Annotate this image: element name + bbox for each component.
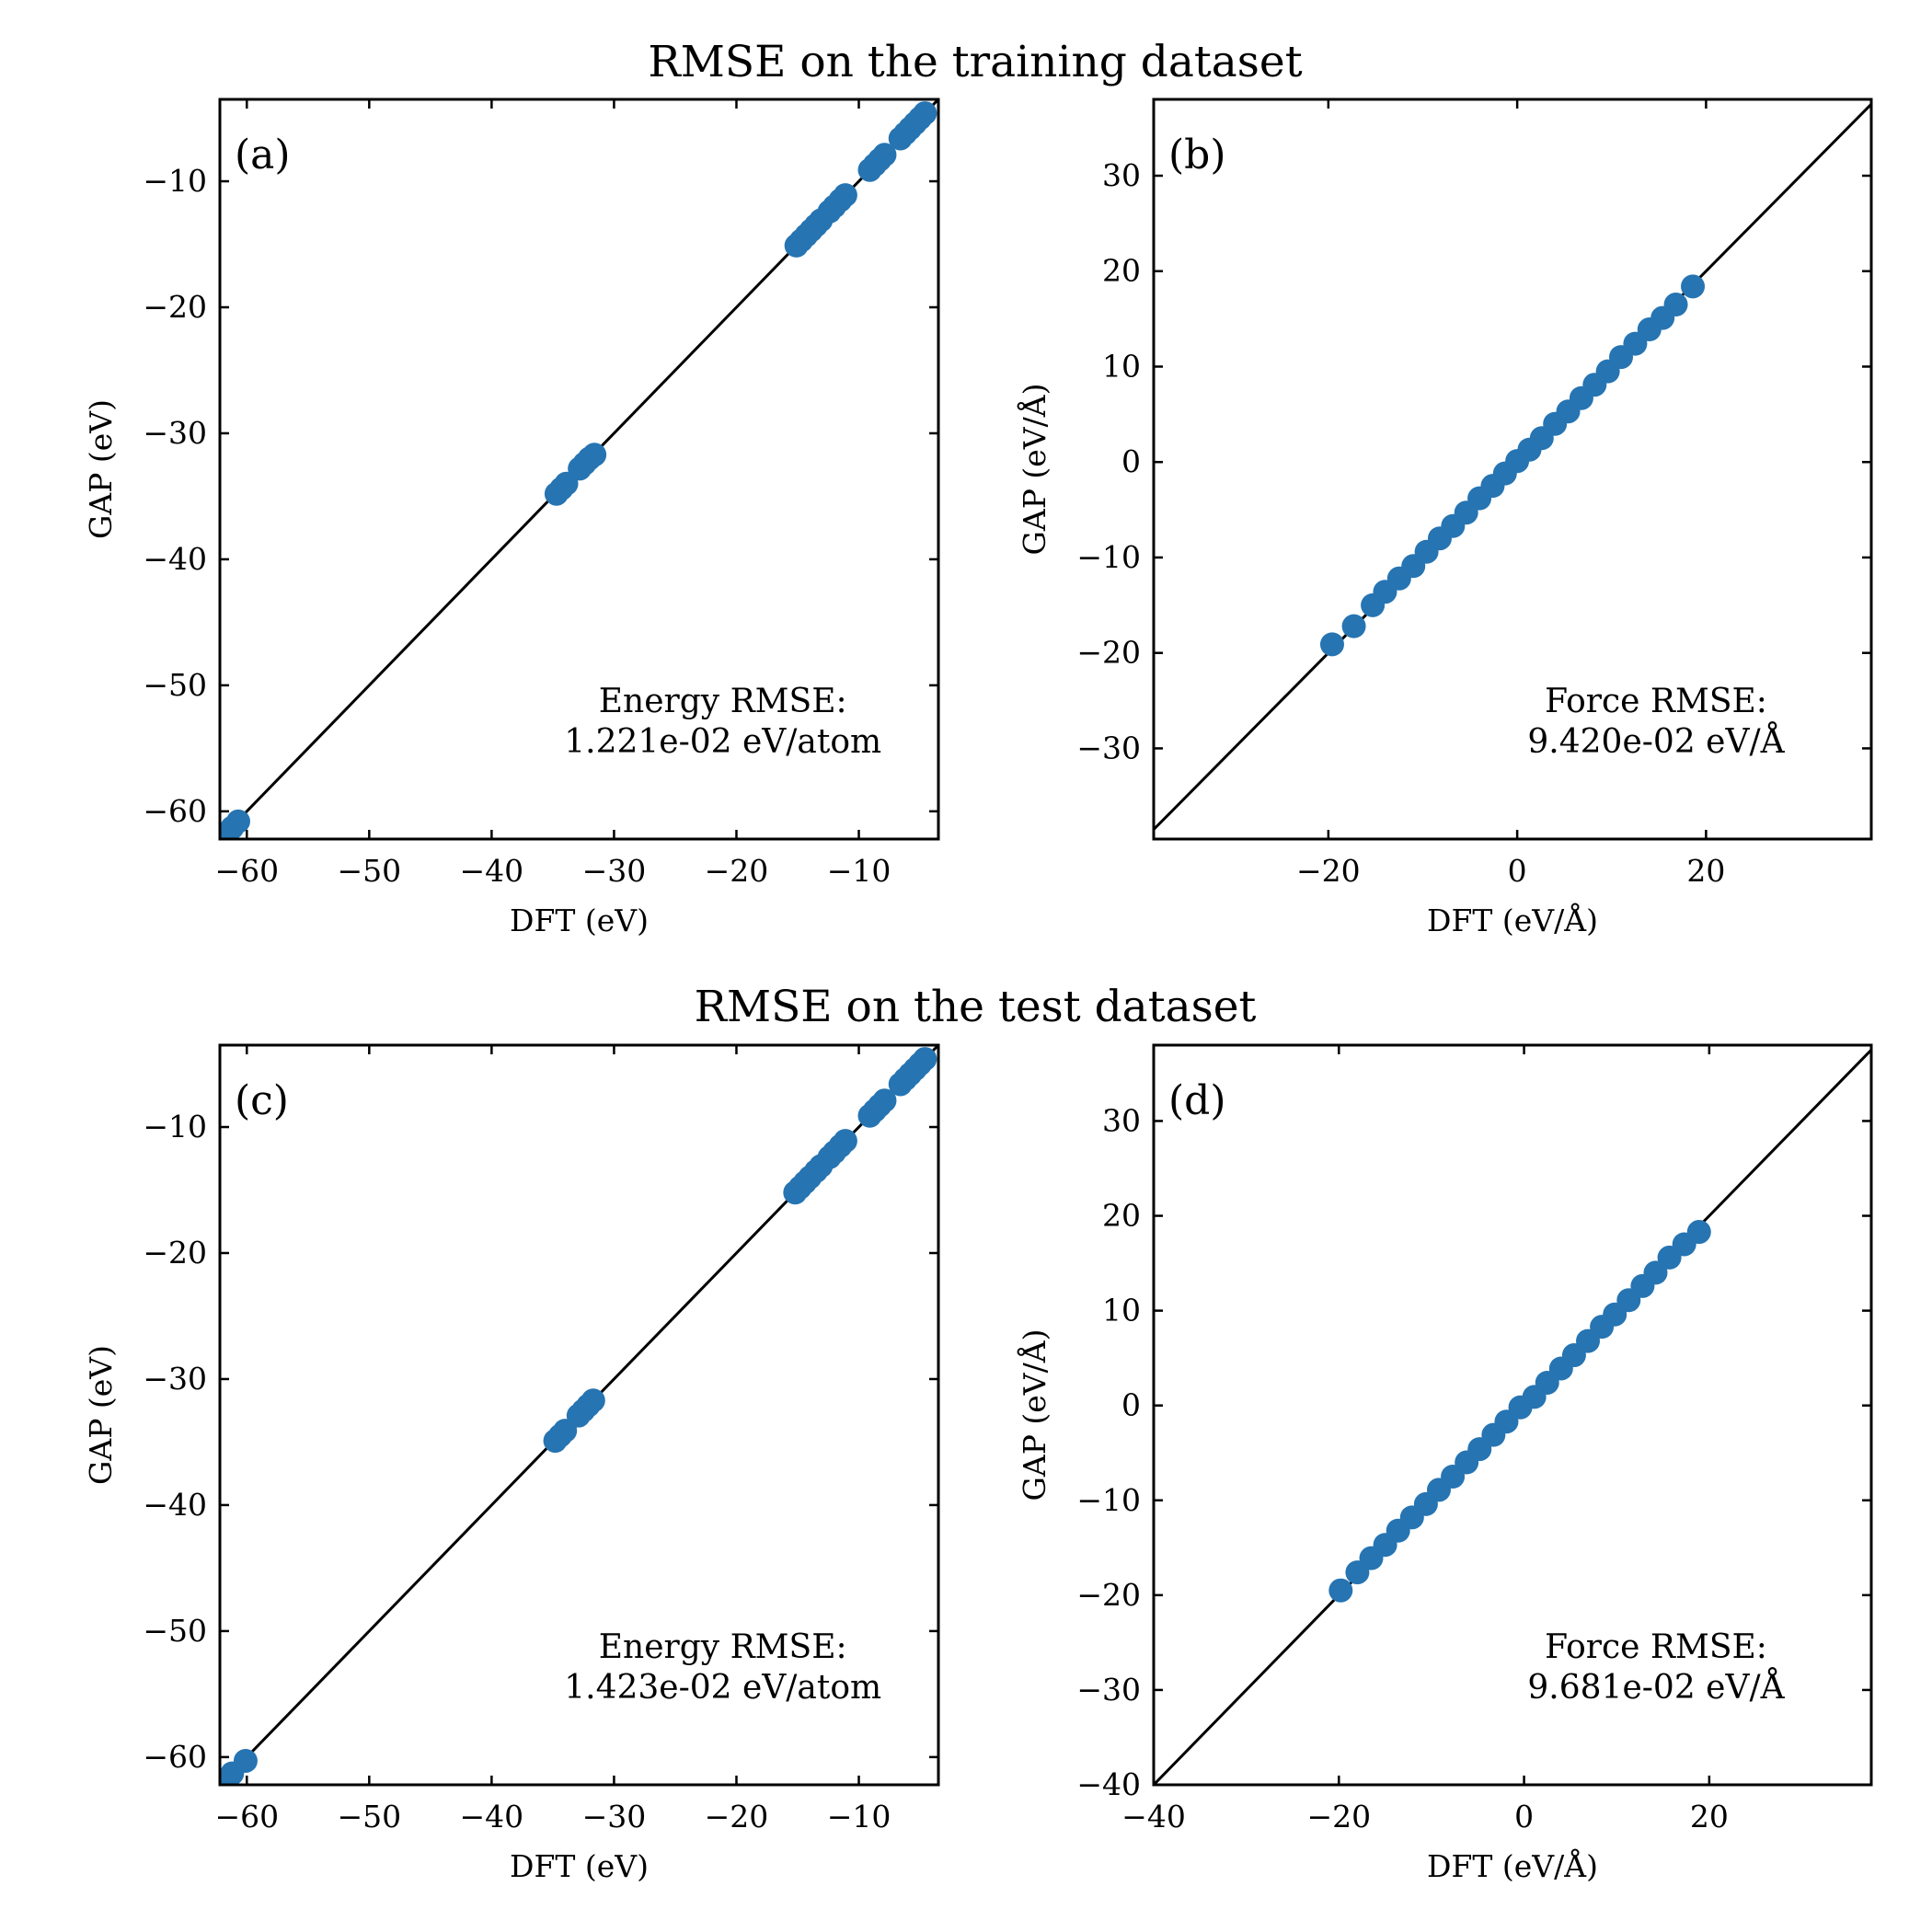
y-tick-label: −30 [1076, 730, 1141, 765]
panel-3: −40 −20 0 20 −40 −30 −20 −10 0 10 20 30 DFT (eV/Å) GA… [1016, 1043, 1873, 1884]
data-point [225, 809, 250, 834]
y-tick-label: 0 [1121, 1387, 1141, 1423]
title-test: RMSE on the test dataset [695, 982, 1257, 1032]
rmse-annotation-title: Force RMSE: [1545, 1628, 1767, 1666]
x-tick-label: −10 [827, 1799, 891, 1834]
y-tick-label: −20 [143, 289, 207, 325]
y-tick-label: −10 [143, 163, 207, 199]
y-axis-label: GAP (eV/Å) [1016, 384, 1052, 556]
x-tick-label: −20 [1296, 853, 1361, 889]
data-point [581, 1388, 605, 1413]
rmse-annotation-value: 9.420e-02 eV/Å [1527, 722, 1785, 761]
panel-1: −20 0 20 −30 −20 −10 0 10 20 30 DFT (eV/Å) GAP (eV/… [1016, 98, 1873, 938]
y-tick-label: −10 [1076, 539, 1141, 575]
y-tick-label: −10 [143, 1109, 207, 1144]
y-tick-label: −20 [1076, 1577, 1141, 1613]
data-point [1328, 1578, 1353, 1603]
data-point [872, 143, 897, 167]
x-axis-label: DFT (eV/Å) [1427, 1847, 1598, 1884]
x-tick-label: −40 [460, 853, 524, 889]
x-tick-label: −10 [827, 853, 891, 889]
data-point [1341, 614, 1366, 638]
x-tick-label: 0 [1508, 853, 1527, 889]
panel-label: (b) [1168, 132, 1226, 178]
x-axis-label: DFT (eV) [510, 903, 649, 938]
rmse-annotation-title: Energy RMSE: [599, 683, 847, 720]
y-tick-label: 0 [1121, 443, 1141, 479]
y-tick-label: −40 [1076, 1766, 1141, 1802]
plot-frame [1152, 1043, 1873, 1787]
y-tick-label: −20 [143, 1235, 207, 1271]
data-point [1643, 1260, 1668, 1285]
title-training: RMSE on the training dataset [648, 37, 1302, 87]
panel-label: (d) [1168, 1077, 1226, 1124]
data-point [833, 183, 857, 208]
x-axis-label: DFT (eV/Å) [1427, 902, 1598, 938]
rmse-annotation-value: 1.423e-02 eV/atom [564, 1669, 881, 1707]
x-axis-label: DFT (eV) [510, 1848, 649, 1884]
plot-frame [218, 98, 940, 841]
rmse-annotation-value: 1.221e-02 eV/atom [564, 723, 881, 761]
x-tick-label: −30 [582, 1799, 647, 1834]
x-tick-label: −20 [1306, 1799, 1371, 1834]
y-axis-label: GAP (eV) [83, 399, 119, 539]
y-tick-label: 20 [1102, 253, 1141, 289]
y-tick-label: 10 [1102, 348, 1141, 384]
y-tick-label: 10 [1102, 1293, 1141, 1328]
x-tick-label: 0 [1514, 1799, 1534, 1834]
y-tick-label: −40 [143, 1487, 207, 1523]
plot-frame [1152, 98, 1873, 841]
panel-2: −60 −50 −40 −30 −20 −10 −60 −50 −40 −30 −20 −10 DFT … [83, 1043, 940, 1884]
y-tick-label: −20 [1076, 635, 1141, 671]
x-tick-label: −30 [582, 853, 647, 889]
rmse-annotation-value: 9.681e-02 eV/Å [1527, 1668, 1785, 1707]
y-tick-label: −50 [143, 1613, 207, 1649]
panel-0: −60 −50 −40 −30 −20 −10 −60 −50 −40 −30 −20 −10 DFT … [83, 98, 940, 938]
x-tick-label: 20 [1690, 1799, 1729, 1834]
y-axis-label: GAP (eV/Å) [1016, 1329, 1052, 1501]
y-tick-label: −50 [143, 667, 207, 703]
x-tick-label: −40 [460, 1799, 524, 1834]
y-tick-label: 30 [1102, 157, 1141, 193]
x-tick-label: −50 [337, 1799, 401, 1834]
y-tick-label: −40 [143, 541, 207, 577]
data-point [1686, 1220, 1711, 1245]
y-tick-label: −60 [143, 793, 207, 829]
plot-frame [218, 1043, 940, 1787]
y-tick-label: −30 [143, 415, 207, 451]
x-tick-label: −20 [705, 853, 769, 889]
data-point [233, 1748, 258, 1773]
y-axis-label: GAP (eV) [83, 1345, 119, 1485]
y-tick-label: −60 [143, 1739, 207, 1775]
x-tick-label: −40 [1121, 1799, 1186, 1834]
panel-label: (c) [235, 1077, 289, 1124]
y-tick-label: −10 [1076, 1482, 1141, 1518]
y-tick-label: −30 [143, 1361, 207, 1397]
x-tick-label: −50 [337, 853, 401, 889]
x-tick-label: 20 [1686, 853, 1725, 889]
data-point [1681, 274, 1706, 299]
data-point [582, 443, 607, 467]
data-point [872, 1088, 897, 1113]
x-tick-label: −20 [705, 1799, 769, 1834]
x-tick-label: −60 [214, 853, 279, 889]
data-point [1319, 632, 1344, 657]
data-point [833, 1129, 857, 1154]
rmse-annotation-title: Energy RMSE: [599, 1628, 847, 1666]
y-tick-label: 30 [1102, 1102, 1141, 1138]
x-tick-label: −60 [214, 1799, 279, 1834]
data-point [1663, 293, 1688, 317]
panels: −60 −50 −40 −30 −20 −10 −60 −50 −40 −30 −20 −10 DFT … [83, 98, 1873, 1884]
y-tick-label: 20 [1102, 1198, 1141, 1234]
y-tick-label: −30 [1076, 1672, 1141, 1708]
rmse-annotation-title: Force RMSE: [1545, 683, 1767, 720]
panel-label: (a) [235, 132, 291, 178]
data-point [913, 1047, 937, 1072]
data-point [913, 101, 937, 126]
